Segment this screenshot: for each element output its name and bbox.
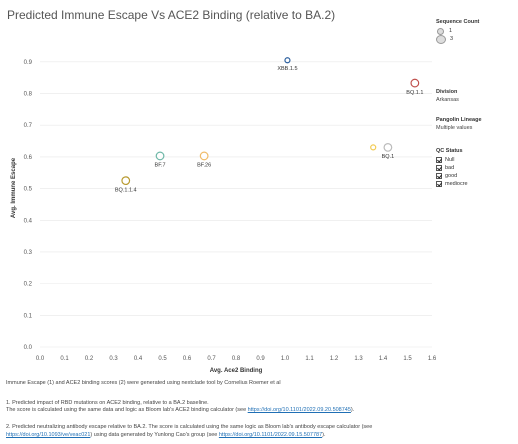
division-title: Division xyxy=(436,89,458,95)
y-tick-label: 0.0 xyxy=(24,345,33,351)
qc-option-label: Null xyxy=(445,157,455,163)
sequence-count-title: Sequence Count xyxy=(436,19,480,25)
data-point[interactable] xyxy=(383,142,393,152)
chart-title: Predicted Immune Escape Vs ACE2 Binding … xyxy=(7,8,336,22)
footer-note-1a: 1. Predicted impact of RBD mutations on … xyxy=(6,400,209,406)
x-tick-label: 1.0 xyxy=(281,356,290,362)
y-tick-label: 0.7 xyxy=(24,123,33,129)
qc-option[interactable]: Null xyxy=(436,156,468,164)
data-point[interactable] xyxy=(370,144,377,151)
y-tick-label: 0.9 xyxy=(24,60,33,66)
doi-link[interactable]: https://doi.org/10.1101/2022.09.20.50874… xyxy=(247,407,351,413)
x-tick-label: 1.5 xyxy=(403,356,412,362)
x-tick-label: 0.7 xyxy=(207,356,216,362)
pangolin-title: Pangolin Lineage xyxy=(436,117,482,123)
x-tick-label: 1.3 xyxy=(354,356,363,362)
division-value: Arkansas xyxy=(436,97,459,103)
tick-labels: 0.0 0.1 0.2 0.3 0.4 0.5 0.6 0.7 0.8 0.9 0.0 0.1 0.2 0… xyxy=(24,60,437,362)
data-point[interactable] xyxy=(121,176,131,186)
small-circle-icon xyxy=(437,27,444,35)
footer-text: ). xyxy=(350,407,355,413)
division-filter[interactable]: Division Arkansas xyxy=(436,89,459,103)
footer-note-2a: 2. Predicted neutralizing antibody escap… xyxy=(6,424,373,430)
data-point[interactable] xyxy=(199,151,209,161)
x-tick-label: 1.2 xyxy=(330,356,339,362)
x-axis-label: Avg. Ace2 Binding xyxy=(210,368,263,374)
x-tick-label: 0.2 xyxy=(85,356,94,362)
qc-option[interactable]: good xyxy=(436,172,468,180)
x-tick-label: 0.5 xyxy=(158,356,167,362)
x-tick-label: 1.6 xyxy=(428,356,437,362)
y-tick-label: 0.4 xyxy=(24,218,33,224)
y-tick-label: 0.8 xyxy=(24,92,33,98)
qc-option-label: good xyxy=(445,173,458,179)
x-tick-label: 0.9 xyxy=(256,356,265,362)
point-label: BQ.1.1.4 xyxy=(115,187,137,193)
y-tick-label: 0.6 xyxy=(24,155,33,161)
x-tick-label: 0.1 xyxy=(60,356,69,362)
sequence-count-legend: Sequence Count 1 3 xyxy=(436,19,480,44)
point-label: BF.7 xyxy=(155,163,166,169)
x-tick-label: 0.0 xyxy=(36,356,45,362)
x-tick-label: 1.4 xyxy=(379,356,388,362)
checkbox-checked-icon[interactable] xyxy=(436,173,442,179)
checkbox-checked-icon[interactable] xyxy=(436,157,442,163)
point-label: BF.26 xyxy=(197,163,211,169)
grid-lines xyxy=(40,61,432,348)
qc-option[interactable]: mediocre xyxy=(436,180,468,188)
footer-text: The score is calculated using the same d… xyxy=(6,407,248,413)
footer-intro: Immune Escape (1) and ACE2 binding score… xyxy=(6,380,281,386)
qc-option-label: bad xyxy=(445,165,455,171)
footer-text: ) using data generated by Yunlong Cao's … xyxy=(90,432,219,438)
data-point[interactable] xyxy=(155,151,165,161)
y-tick-label: 0.1 xyxy=(24,313,33,319)
footer-note-1b: The score is calculated using the same d… xyxy=(6,407,354,413)
doi-link[interactable]: https://doi.org/10.1093/ve/veac021 xyxy=(6,432,91,438)
footer-text: ). xyxy=(322,432,326,438)
pangolin-lineage-filter[interactable]: Pangolin Lineage Multiple values xyxy=(436,117,482,131)
legend-item[interactable]: 1 xyxy=(436,27,479,35)
x-tick-label: 0.8 xyxy=(232,356,241,362)
qc-status-title: QC Status xyxy=(436,148,463,154)
qc-status-filter: QC Status Null bad good mediocre xyxy=(436,148,468,188)
x-tick-label: 0.3 xyxy=(109,356,118,362)
y-tick-label: 0.3 xyxy=(24,250,33,256)
qc-option-label: mediocre xyxy=(445,181,468,187)
data-points[interactable] xyxy=(121,57,420,186)
legend-label: 1 xyxy=(449,28,453,34)
data-point[interactable] xyxy=(284,57,291,64)
pangolin-value: Multiple values xyxy=(436,125,473,131)
y-tick-label: 0.5 xyxy=(24,187,33,193)
point-label: XBB.1.5 xyxy=(277,66,297,72)
point-labels: XBB.1.5 BQ.1.1 BQ.1 BF.7 BF.26 BQ.1.1.4 xyxy=(115,66,424,194)
qc-option[interactable]: bad xyxy=(436,164,468,172)
x-tick-label: 0.6 xyxy=(183,356,192,362)
checkbox-checked-icon[interactable] xyxy=(436,181,442,187)
x-tick-label: 1.1 xyxy=(305,356,314,362)
y-tick-label: 0.2 xyxy=(24,282,33,288)
data-point[interactable] xyxy=(410,78,420,88)
point-label: BQ.1.1 xyxy=(406,90,423,96)
large-circle-icon xyxy=(436,34,446,44)
point-label: BQ.1 xyxy=(382,154,395,160)
y-axis-label: Avg. Immune Escape xyxy=(11,157,17,218)
checkbox-checked-icon[interactable] xyxy=(436,165,442,171)
legend-item[interactable]: 3 xyxy=(436,34,479,44)
doi-link[interactable]: https://doi.org/10.1101/2022.09.15.50778… xyxy=(218,432,323,438)
x-tick-label: 0.4 xyxy=(134,356,143,362)
footer-note-2b: https://doi.org/10.1093/ve/veac021) usin… xyxy=(6,432,326,438)
legend-label: 3 xyxy=(450,36,454,42)
